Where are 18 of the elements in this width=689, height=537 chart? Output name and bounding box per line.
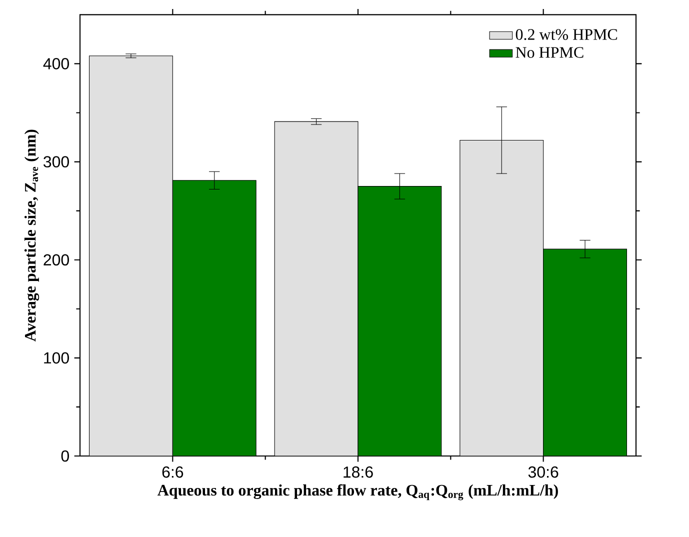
y-tick-label: 300 <box>44 156 69 168</box>
bar <box>172 180 256 456</box>
bar <box>543 248 628 456</box>
y-tick-label: 200 <box>44 254 69 266</box>
x-tick-label: 30:6 <box>528 466 558 478</box>
x-axis-title: Aqueous to organic phase flow rate, Q$_{aq}$:Q$_{org}$ (mL/h:mL/h) <box>157 484 558 500</box>
bar <box>358 186 442 456</box>
y-axis-title: Average particle size, Z$_{ave}$ (nm) <box>24 130 40 342</box>
legend-label: No HPMC <box>516 47 584 58</box>
y-tick-label: 100 <box>44 352 69 364</box>
legend-label: 0.2 wt% HPMC <box>516 29 618 40</box>
y-tick-label: 0 <box>61 450 69 462</box>
x-tick-label: 18:6 <box>344 466 373 478</box>
y-tick-label: 400 <box>43 58 69 70</box>
bar <box>89 56 173 456</box>
bar <box>274 122 358 456</box>
bar <box>460 140 544 456</box>
x-tick-label: 6:6 <box>162 466 184 478</box>
